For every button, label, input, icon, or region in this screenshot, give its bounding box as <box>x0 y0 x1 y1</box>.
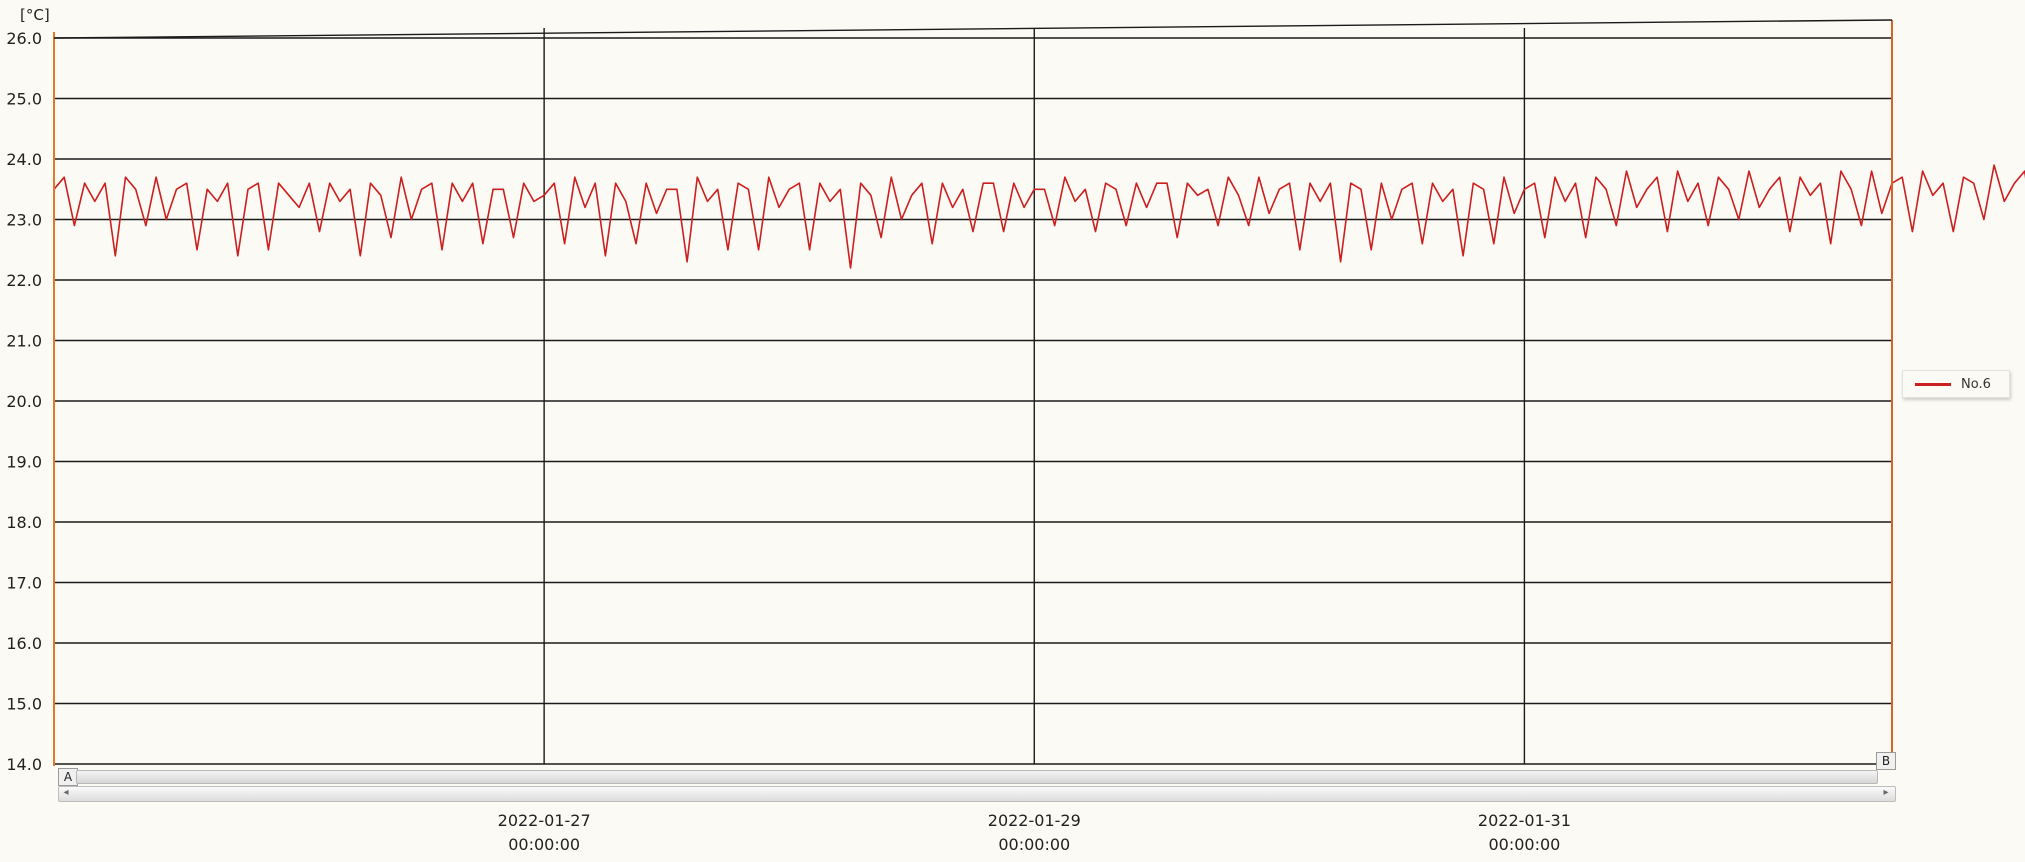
legend: No.6 <box>1902 370 2010 398</box>
y-tick-label-7: 21.0 <box>6 332 42 351</box>
x-axis-ticks: 2022-01-27 00:00:00 2022-01-29 00:00:00 2022… <box>498 811 1571 854</box>
y-tick-label-10: 24.0 <box>6 150 42 169</box>
time-scrollbar[interactable]: A B ◂ ▸ <box>58 752 1896 802</box>
grid-lines <box>54 28 1892 765</box>
y-axis-ticks: 14.0 15.0 16.0 17.0 18.0 19.0 20.0 21.0 22.0 23.0… <box>6 29 42 774</box>
range-marker-a[interactable]: A <box>58 768 78 786</box>
y-tick-label-6: 20.0 <box>6 392 42 411</box>
y-tick-label-12: 26.0 <box>6 29 42 48</box>
y-unit-label: [°C] <box>20 6 50 24</box>
range-slider[interactable] <box>76 770 1878 784</box>
x-tick-time-0: 00:00:00 <box>508 835 580 854</box>
y-tick-label-1: 15.0 <box>6 695 42 714</box>
scroll-right-arrow-icon[interactable]: ▸ <box>1883 787 1889 798</box>
x-tick-time-1: 00:00:00 <box>998 835 1070 854</box>
x-tick-date-2: 2022-01-31 <box>1478 811 1571 830</box>
y-tick-label-5: 19.0 <box>6 453 42 472</box>
plot-background <box>54 18 1892 764</box>
axes <box>53 19 1893 766</box>
y-tick-label-11: 25.0 <box>6 90 42 109</box>
series-line-0 <box>53 164 2025 269</box>
range-marker-b[interactable]: B <box>1876 752 1896 770</box>
series-layer <box>53 164 2025 269</box>
y-tick-label-2: 16.0 <box>6 634 42 653</box>
legend-swatch-no6 <box>1915 382 1951 386</box>
legend-label-no6: No.6 <box>1961 376 1991 392</box>
y-tick-label-0: 14.0 <box>6 755 42 774</box>
y-tick-label-9: 23.0 <box>6 211 42 230</box>
y-tick-label-4: 18.0 <box>6 513 42 532</box>
x-tick-time-2: 00:00:00 <box>1488 835 1560 854</box>
horizontal-scrollbar[interactable] <box>58 786 1896 802</box>
x-tick-date-1: 2022-01-29 <box>988 811 1081 830</box>
y-tick-label-8: 22.0 <box>6 271 42 290</box>
y-tick-label-3: 17.0 <box>6 574 42 593</box>
x-tick-date-0: 2022-01-27 <box>498 811 591 830</box>
scroll-left-arrow-icon[interactable]: ◂ <box>63 787 69 798</box>
top-border-line <box>53 19 1893 39</box>
